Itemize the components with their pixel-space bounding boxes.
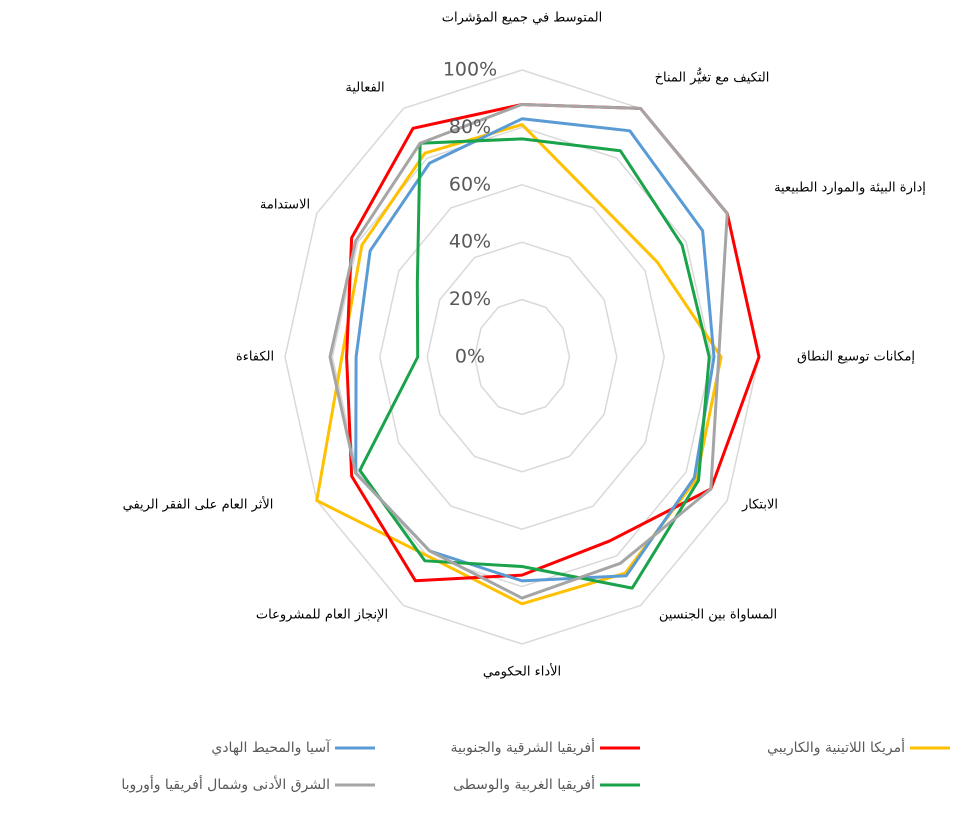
series-layer (315, 102, 761, 606)
axis-label: الاستدامة (260, 198, 310, 213)
axis-label: إمكانات توسيع النطاق (797, 350, 915, 365)
axis-label: الابتكار (741, 498, 778, 513)
y-tick-label: 0% (455, 346, 485, 368)
y-tick-label: 20% (449, 288, 491, 310)
legend-label: أفريقيا الشرقية والجنوبية (450, 738, 595, 756)
axis-label: المتوسط في جميع المؤشرات (442, 11, 603, 26)
legend-label: أمريكا اللاتينية والكاريبي (767, 738, 905, 756)
grid-ring (379, 184, 665, 530)
axis-label: الإنجاز العام للمشروعات (256, 608, 388, 623)
grid-ring (426, 241, 618, 473)
axis-label: إدارة البيئة والموارد الطبيعية (774, 181, 926, 196)
legend-label: أفريقيا الغربية والوسطى (453, 775, 595, 793)
grid-ring (331, 126, 713, 588)
grid-ring (473, 298, 571, 416)
y-tick-label: 80% (449, 116, 491, 138)
series-line (354, 117, 716, 583)
axis-label: المساواة بين الجنسين (659, 608, 777, 623)
labels-layer: 0% 20% 40% 60% 80% 100% المتوسط في جميع المؤشر… (121, 11, 950, 793)
y-tick-label: 40% (449, 231, 491, 253)
axis-label: التكيف مع تغيُّر المناخ (655, 67, 770, 86)
axis-label: الفعالية (345, 81, 384, 96)
legend-label: آسيا والمحيط الهادي (211, 739, 331, 756)
series-line (358, 137, 711, 590)
axis-label: الأثر العام على الفقر الريفي (123, 496, 274, 513)
legend-label: الشرق الأدنى وشمال أفريقيا وأوروبا (121, 775, 330, 793)
series-line (315, 123, 723, 606)
series-line (328, 102, 729, 600)
y-tick-label: 100% (443, 59, 497, 81)
axis-label: الأداء الحكومي (483, 663, 561, 680)
axis-label: الكفاءة (236, 350, 274, 365)
y-tick-label: 60% (449, 173, 491, 195)
